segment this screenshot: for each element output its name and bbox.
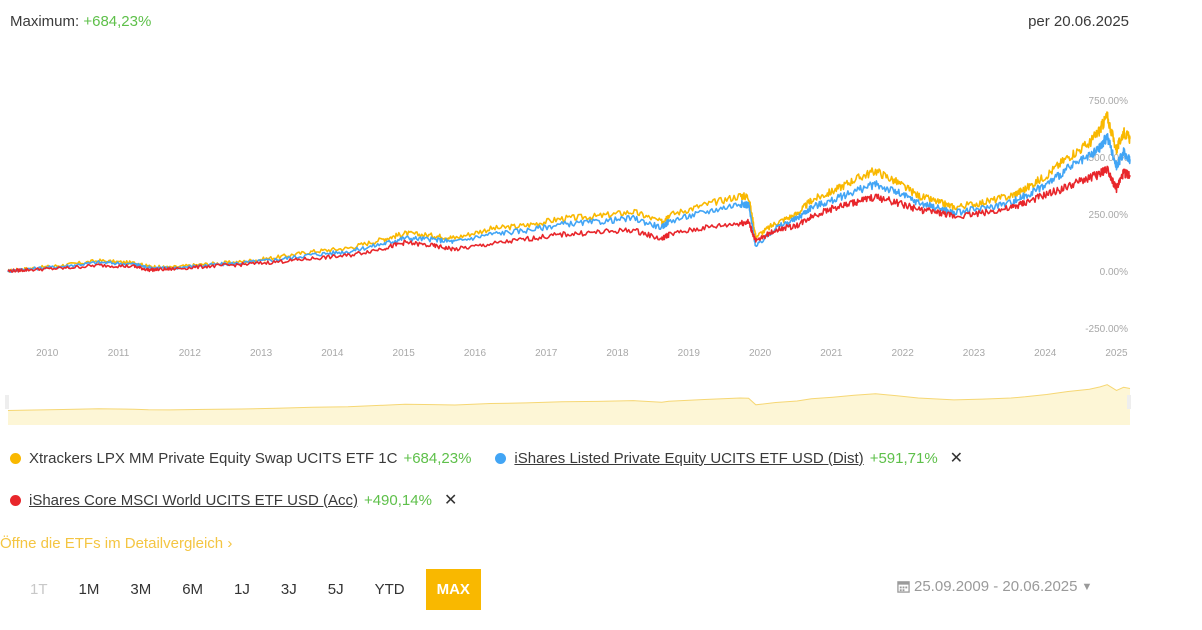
y-tick-label: 250.00% xyxy=(1089,210,1129,221)
date-range-picker[interactable]: 25.09.2009 - 20.06.2025 ▼ xyxy=(897,578,1092,595)
legend-name-ishares-pe[interactable]: iShares Listed Private Equity UCITS ETF … xyxy=(514,449,864,467)
legend-item-xtrackers[interactable]: Xtrackers LPX MM Private Equity Swap UCI… xyxy=(10,450,471,467)
legend-dot-icon xyxy=(10,494,21,506)
range-button-5j[interactable]: 5J xyxy=(327,581,344,598)
series-line-1 xyxy=(7,111,1131,273)
series-line-3 xyxy=(7,165,1131,273)
legend-dot-icon xyxy=(495,452,507,464)
as-of-date: per 20.06.2025 xyxy=(1028,13,1129,30)
date-range-value: 25.09.2009 - 20.06.2025 xyxy=(914,578,1078,595)
legend-item-ishares-world[interactable]: iShares Core MSCI World UCITS ETF USD (A… xyxy=(10,490,457,510)
legend-value-ishares-world: +490,14% xyxy=(363,491,432,509)
navigator-area xyxy=(8,384,1130,425)
legend-value-xtrackers: +684,23% xyxy=(403,449,472,467)
x-tick-label: 2014 xyxy=(321,348,344,359)
x-tick-label: 2012 xyxy=(179,348,202,359)
close-icon[interactable]: ✕ xyxy=(949,450,964,467)
range-button-1t: 1T xyxy=(30,581,48,598)
caret-down-icon: ▼ xyxy=(1081,580,1093,593)
detail-comparison-link[interactable]: Öffne die ETFs im Detailvergleich › xyxy=(0,535,232,552)
detail-link-label: Öffne die ETFs im Detailvergleich xyxy=(0,535,224,552)
legend-name-ishares-world[interactable]: iShares Core MSCI World UCITS ETF USD (A… xyxy=(29,491,358,509)
close-icon[interactable]: ✕ xyxy=(443,492,458,509)
max-label: Maximum: xyxy=(10,13,80,30)
y-tick-label: 0.00% xyxy=(1100,267,1128,278)
navigator-handle-right[interactable] xyxy=(1127,395,1131,409)
x-tick-label: 2017 xyxy=(535,348,558,359)
legend-dot-icon xyxy=(10,452,21,464)
x-tick-label: 2025 xyxy=(1105,348,1128,359)
y-tick-label: -250.00% xyxy=(1085,324,1128,335)
max-return-label: Maximum: +684,23% xyxy=(10,13,151,30)
x-tick-label: 2023 xyxy=(963,348,986,359)
legend-name-xtrackers: Xtrackers LPX MM Private Equity Swap UCI… xyxy=(29,449,398,467)
time-range-selector: 1T 1M 3M 6M 1J 3J 5J YTD MAX xyxy=(20,569,492,610)
range-button-6m[interactable]: 6M xyxy=(182,581,204,598)
calendar-icon xyxy=(897,581,910,593)
x-tick-label: 2019 xyxy=(678,348,701,359)
chevron-right-icon: › xyxy=(227,535,233,552)
x-tick-label: 2013 xyxy=(250,348,273,359)
range-button-1j[interactable]: 1J xyxy=(234,581,250,598)
x-tick-label: 2018 xyxy=(606,348,629,359)
x-tick-label: 2024 xyxy=(1034,348,1057,359)
x-tick-label: 2016 xyxy=(464,348,487,359)
x-tick-label: 2011 xyxy=(108,348,130,359)
y-tick-label: 500.00% xyxy=(1089,153,1129,164)
range-button-3m[interactable]: 3M xyxy=(130,581,152,598)
legend-row-2: iShares Core MSCI World UCITS ETF USD (A… xyxy=(10,490,481,510)
legend-row-1: Xtrackers LPX MM Private Equity Swap UCI… xyxy=(10,448,987,468)
x-tick-label: 2010 xyxy=(36,348,59,359)
range-button-ytd[interactable]: YTD xyxy=(374,581,405,598)
legend-value-ishares-pe: +591,71% xyxy=(869,449,938,467)
performance-chart[interactable]: 750.00% 500.00% 250.00% 0.00% -250.00% 2010 20… xyxy=(0,40,1202,365)
x-tick-label: 2022 xyxy=(892,348,915,359)
series-line-2 xyxy=(7,133,1131,273)
max-value: +684,23% xyxy=(83,13,152,30)
y-tick-label: 750.00% xyxy=(1089,96,1129,107)
x-tick-label: 2021 xyxy=(820,348,843,359)
navigator-handle-left[interactable] xyxy=(5,395,9,409)
legend-item-ishares-pe[interactable]: iShares Listed Private Equity UCITS ETF … xyxy=(495,448,963,468)
x-tick-label: 2020 xyxy=(749,348,772,359)
chart-navigator[interactable] xyxy=(0,375,1202,425)
navigator-line xyxy=(7,384,1131,411)
range-button-max[interactable]: MAX xyxy=(425,569,481,610)
x-tick-label: 2015 xyxy=(393,348,416,359)
range-button-3j[interactable]: 3J xyxy=(280,581,297,598)
range-button-1m[interactable]: 1M xyxy=(78,581,100,598)
